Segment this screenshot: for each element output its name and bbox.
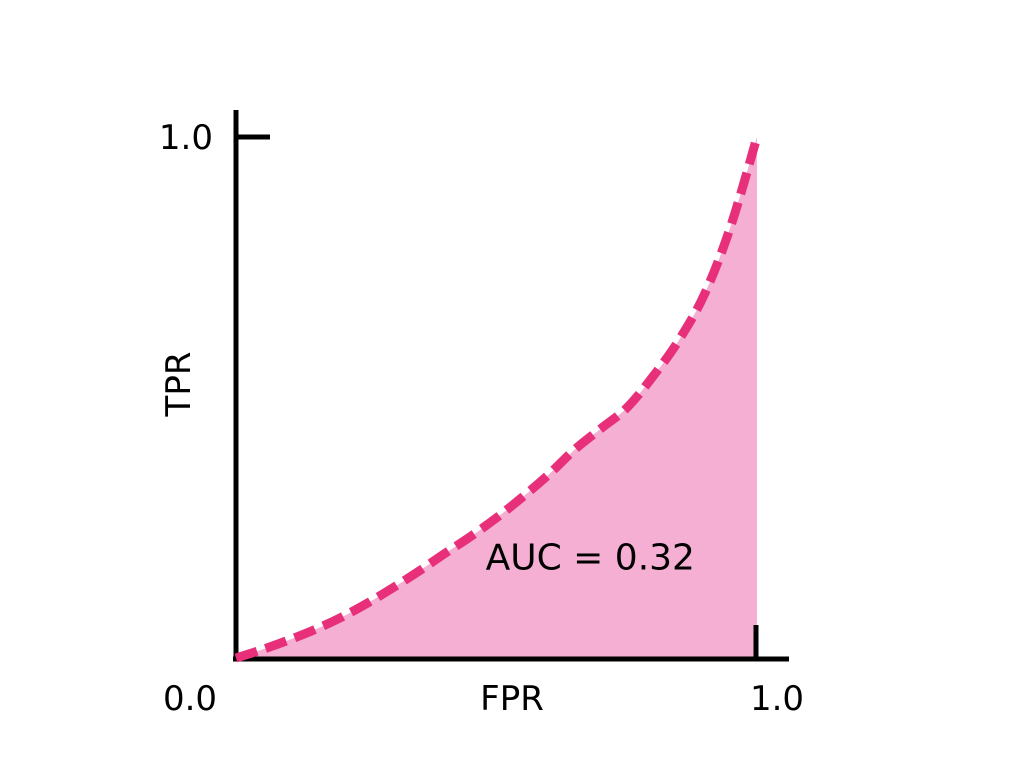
auc-annotation-label: AUC = 0.32 <box>486 537 695 578</box>
x-tick-label-right: 1.0 <box>750 679 804 719</box>
y-tick-label-top: 1.0 <box>159 118 213 158</box>
x-tick-label-left: 0.0 <box>163 679 217 719</box>
roc-curve-line <box>234 135 762 663</box>
auc-shaded-area <box>236 137 757 658</box>
x-axis-title: FPR <box>480 679 544 719</box>
y-axis-title: TPR <box>159 352 199 418</box>
